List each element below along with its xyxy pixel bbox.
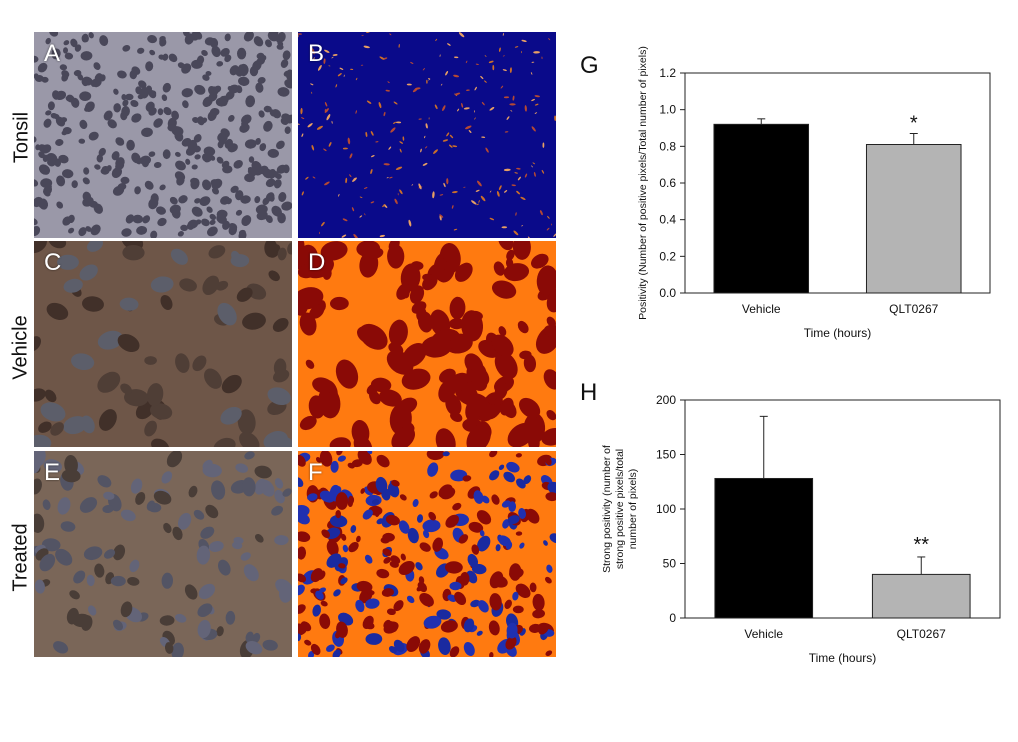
y-tick-label: 200: [656, 393, 676, 407]
tonsil-nuclei-texture: [34, 32, 292, 238]
y-tick-label: 50: [663, 557, 677, 571]
bar-vehicle: [713, 123, 810, 294]
y-tick-label: 0.2: [659, 249, 676, 263]
y-tick-label: 0.6: [659, 176, 676, 190]
y-tick-label: 0.0: [659, 286, 676, 300]
analysis-treated-markup: F: [298, 451, 556, 657]
y-tick-label: 1.2: [659, 66, 676, 80]
row-label-tonsil: Tonsil: [10, 111, 33, 164]
vehicle-cells-texture: [34, 241, 292, 447]
analysis-tonsil-markup: B: [298, 32, 556, 238]
y-axis-label: Strong positivity (number of: [601, 445, 613, 573]
treated-cells-texture: [34, 451, 292, 657]
significance-marker: *: [910, 113, 918, 135]
micrograph-tonsil-ihc: A: [34, 32, 292, 238]
y-axis-label: number of pixels): [627, 469, 639, 550]
panel-letter-a: A: [44, 40, 61, 67]
x-category-label: QLT0267: [889, 302, 938, 316]
bar-qlt0267: [871, 573, 971, 619]
vehicle-markup-texture: [298, 241, 556, 447]
x-category-label: Vehicle: [744, 627, 783, 641]
bar-qlt0267: [865, 144, 962, 294]
tonsil-markup-texture: [298, 32, 556, 238]
analysis-vehicle-markup: D: [298, 241, 556, 447]
row-label-treated: Treated: [9, 523, 32, 592]
x-category-label: Vehicle: [742, 302, 781, 316]
treated-markup-texture: [298, 451, 556, 657]
micrograph-treated-ihc: E: [34, 451, 292, 657]
y-tick-label: 100: [656, 502, 676, 516]
chart-h-strong-positivity: H 0 50 100 150 200 Vehicle ** QLT0267 Time (hours…: [580, 379, 1001, 665]
x-category-label: QLT0267: [897, 627, 946, 641]
x-axis-label: Time (hours): [804, 326, 872, 340]
y-tick-label: 0.4: [659, 213, 676, 227]
significance-marker: **: [913, 534, 929, 556]
y-tick-label: 1.0: [659, 103, 676, 117]
y-axis-label: strong positive pixels/total: [614, 449, 626, 569]
chart-panel-label-h: H: [580, 379, 597, 406]
y-axis-label: Positivity (Number of positive pixels/To…: [637, 46, 649, 320]
bar-vehicle: [714, 477, 814, 619]
panel-letter-d: D: [308, 249, 326, 276]
y-tick-label: 0.8: [659, 139, 676, 153]
panel-letter-c: C: [44, 249, 62, 276]
chart-g-positivity: G 0.0 0.2 0.4 0.6 0.8 1.0 1.2 Vehicle * QLT0267 Tim…: [580, 46, 991, 340]
row-label-vehicle: Vehicle: [9, 315, 32, 380]
micrograph-vehicle-ihc: C: [34, 241, 292, 447]
x-axis-label: Time (hours): [809, 651, 877, 665]
panel-letter-b: B: [308, 40, 325, 67]
chart-panel-label-g: G: [580, 52, 599, 79]
panel-letter-e: E: [44, 459, 61, 486]
panel-letter-f: F: [308, 459, 323, 486]
y-tick-label: 150: [656, 448, 676, 462]
y-tick-label: 0: [669, 611, 676, 625]
